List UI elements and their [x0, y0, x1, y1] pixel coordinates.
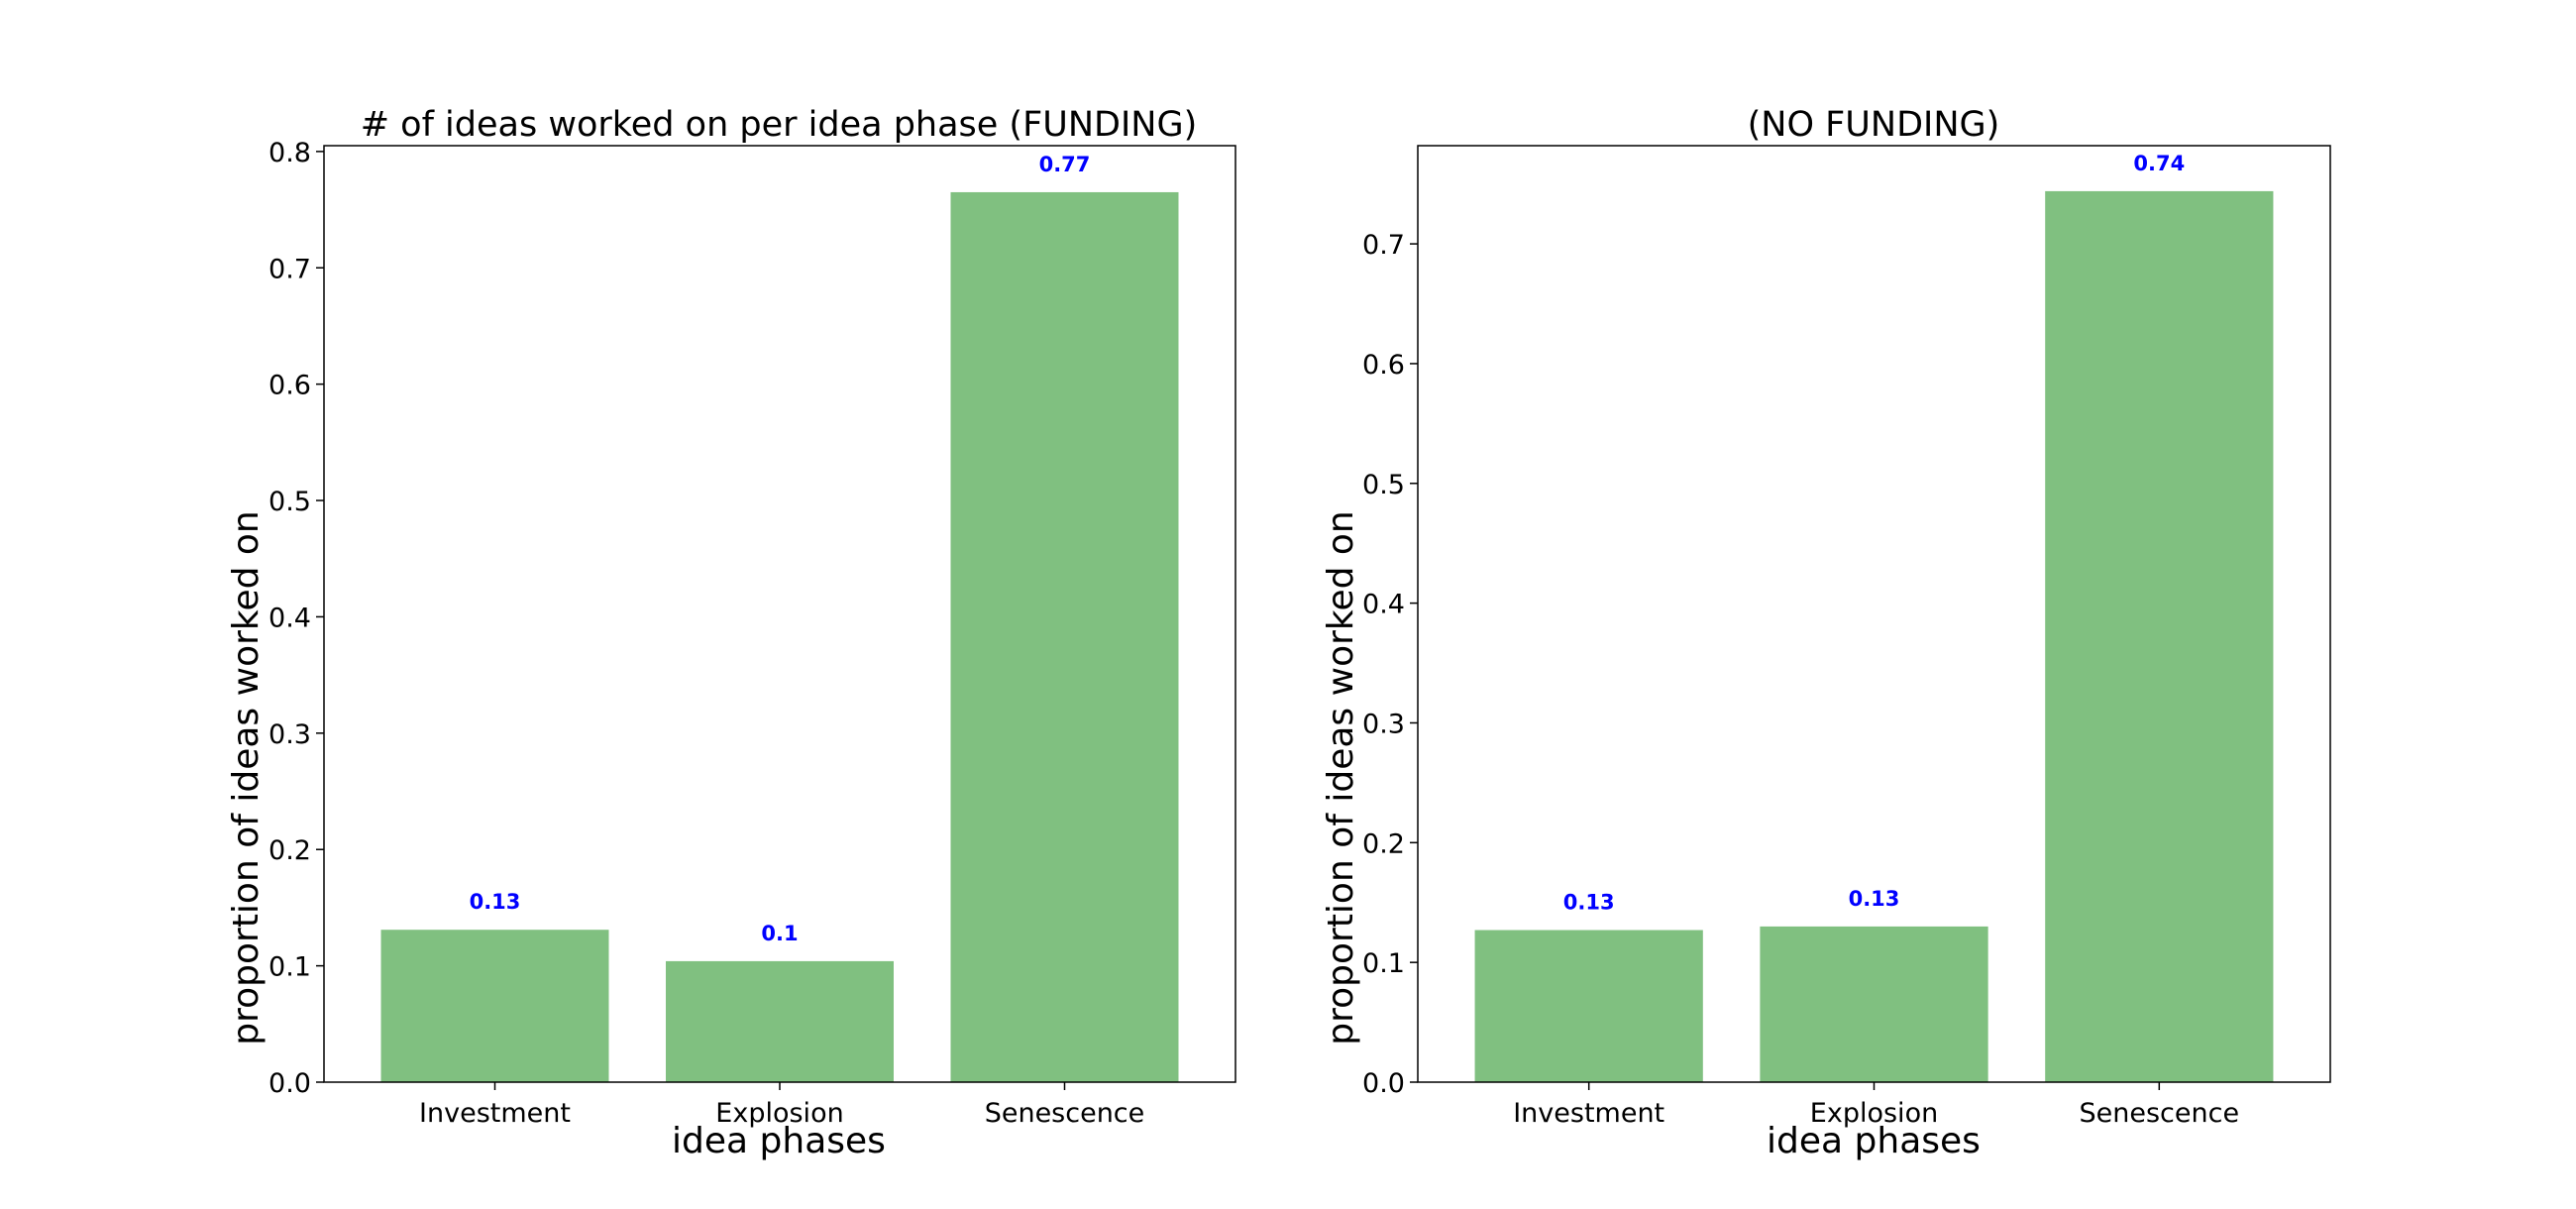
data-label: 0.13	[470, 890, 521, 914]
x-tick-label: Explosion	[715, 1098, 843, 1129]
x-tick-label: Senescence	[985, 1098, 1145, 1129]
data-label: 0.1	[761, 922, 798, 945]
y-tick-label: 0.7	[1362, 230, 1405, 261]
y-tick-label: 0.8	[268, 138, 311, 168]
y-tick-label: 0.4	[1362, 590, 1405, 620]
x-tick-label: Explosion	[1810, 1098, 1938, 1129]
chart-title: (NO FUNDING)	[1748, 105, 2000, 145]
y-tick-label: 0.2	[268, 835, 311, 866]
data-label: 0.13	[1563, 891, 1615, 915]
plot-frame	[323, 145, 1236, 1083]
bar-senescence	[2045, 190, 2274, 1083]
chart-funding: # of ideas worked on per idea phase (FUN…	[226, 105, 1236, 1161]
chart-no-funding: (NO FUNDING) proportion of ideas worked …	[1321, 105, 2331, 1161]
data-label: 0.74	[2133, 152, 2185, 175]
y-tick-label: 0.1	[268, 952, 311, 983]
y-tick-label: 0.3	[1362, 709, 1405, 739]
bar-senescence	[950, 191, 1179, 1082]
y-tick-label: 0.3	[268, 719, 311, 750]
y-axis-label: proportion of ideas worked on	[1321, 510, 1361, 1045]
y-tick-label: 0.6	[1362, 350, 1405, 381]
data-label: 0.77	[1039, 153, 1091, 176]
bar-explosion	[1760, 926, 1988, 1082]
x-tick-label: Investment	[419, 1098, 571, 1129]
y-tick-label: 0.0	[1362, 1068, 1405, 1099]
plot-frame	[1417, 145, 2331, 1083]
x-axis-label: idea phases	[1767, 1121, 1981, 1161]
plot-area: 0.13 0.1 0.77 0.0 0.1 0.2 0.3 0.4 0.5 0.6 0.7 0.8 In…	[268, 138, 1179, 1129]
bar-explosion	[666, 960, 894, 1082]
bar-investment	[380, 930, 609, 1082]
y-tick-label: 0.5	[1362, 470, 1405, 500]
bar-investment	[1474, 930, 1703, 1082]
y-tick-label: 0.2	[1362, 828, 1405, 859]
y-axis-label: proportion of ideas worked on	[226, 510, 267, 1045]
y-tick-label: 0.5	[268, 487, 311, 517]
y-tick-label: 0.7	[268, 254, 311, 284]
x-tick-label: Investment	[1513, 1098, 1664, 1129]
y-tick-label: 0.0	[268, 1068, 311, 1099]
y-tick-label: 0.6	[268, 371, 311, 401]
y-tick-label: 0.1	[1362, 948, 1405, 979]
x-axis-label: idea phases	[672, 1121, 886, 1161]
chart-title: # of ideas worked on per idea phase (FUN…	[361, 105, 1198, 145]
x-tick-label: Senescence	[2080, 1098, 2240, 1129]
y-tick-label: 0.4	[268, 603, 311, 633]
data-label: 0.13	[1849, 887, 1900, 911]
plot-area: 0.13 0.13 0.74 0.0 0.1 0.2 0.3 0.4 0.5 0.6 0.7 Inve…	[1362, 152, 2274, 1129]
